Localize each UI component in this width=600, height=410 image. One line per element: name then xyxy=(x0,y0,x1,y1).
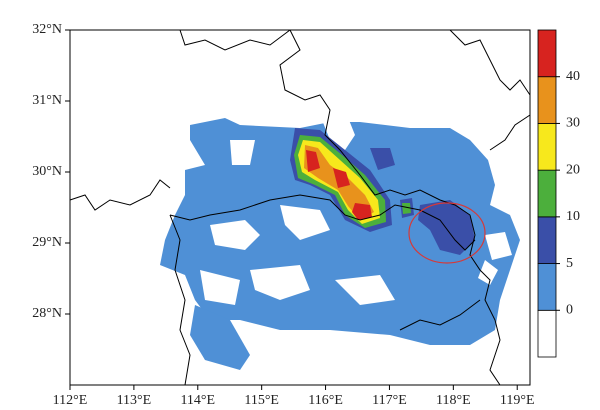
precipitation-field xyxy=(160,95,520,370)
colorbar-label: 5 xyxy=(566,256,573,271)
x-tick-label: 117°E xyxy=(372,393,407,405)
colorbar-segment xyxy=(537,76,557,124)
x-tick-label: 115°E xyxy=(244,393,279,405)
province-borders xyxy=(69,29,531,386)
x-tick-label: 119°E xyxy=(500,393,535,405)
plot-frame xyxy=(69,29,531,386)
colorbar-segment xyxy=(537,216,557,264)
colorbar-segment xyxy=(537,169,557,218)
y-tick-label: 29°N xyxy=(32,235,62,250)
y-tick-label: 28°N xyxy=(32,306,62,321)
colorbar-label: 20 xyxy=(566,162,580,177)
colorbar-label: 30 xyxy=(566,116,580,131)
colorbar-label: 0 xyxy=(566,303,573,318)
x-tick-label: 113°E xyxy=(117,393,152,405)
y-tick-label: 31°N xyxy=(32,93,62,108)
x-tick-label: 112°E xyxy=(53,393,88,405)
colorbar-label: 40 xyxy=(566,69,580,84)
y-tick-label: 32°N xyxy=(32,22,62,37)
highlight-circle xyxy=(408,202,486,264)
colorbar-label: 10 xyxy=(566,209,580,224)
x-tick-label: 114°E xyxy=(180,393,215,405)
colorbar-segment xyxy=(537,309,557,358)
colorbar-segment xyxy=(537,123,557,171)
x-tick-label: 118°E xyxy=(436,393,471,405)
x-tick-label: 116°E xyxy=(308,393,343,405)
colorbar-segment xyxy=(537,263,557,311)
y-tick-label: 30°N xyxy=(32,164,62,179)
colorbar-segment xyxy=(537,29,557,78)
